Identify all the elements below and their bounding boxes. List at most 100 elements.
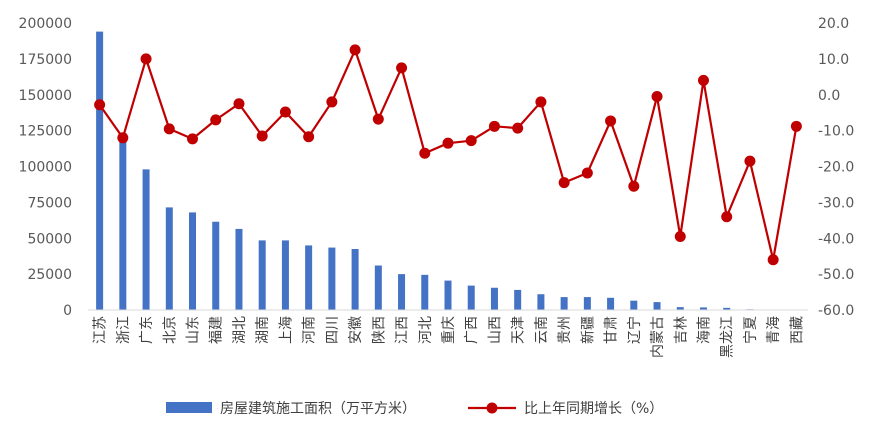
x-tick-label: 黑龙江	[720, 316, 736, 358]
bar	[653, 302, 661, 310]
x-tick-label: 湖南	[255, 316, 271, 344]
bar	[374, 265, 382, 310]
x-tick-label: 湖北	[232, 316, 248, 344]
x-tick-label: 天津	[511, 316, 527, 344]
line-point	[535, 96, 547, 108]
bar	[351, 249, 359, 310]
x-tick-label: 四川	[325, 316, 341, 344]
bar	[537, 294, 545, 310]
y-right-tick-label: -40.0	[818, 231, 854, 247]
legend-label-bar: 房屋建筑施工面积（万平方米）	[220, 401, 416, 417]
y-right-tick-label: -60.0	[818, 303, 854, 319]
x-tick-label: 广东	[139, 316, 155, 344]
line-point	[628, 180, 640, 192]
x-tick-label: 江苏	[93, 316, 109, 344]
line-point	[372, 113, 384, 125]
line-point	[256, 130, 268, 142]
y-left-tick-label: 75000	[27, 195, 72, 211]
bar	[281, 240, 289, 310]
line-point	[233, 98, 245, 110]
x-tick-label: 北京	[162, 316, 178, 344]
x-tick-label: 广西	[464, 316, 480, 344]
line-point	[140, 53, 152, 65]
x-tick-label: 宁夏	[742, 316, 759, 344]
legend-swatch-bar	[166, 402, 212, 413]
line-point	[279, 106, 291, 118]
line-point	[396, 62, 408, 74]
x-tick-label: 陕西	[371, 316, 387, 344]
legend-label-line: 比上年同期增长（%）	[524, 401, 663, 417]
bar	[583, 297, 591, 310]
x-tick-label: 辽宁	[626, 316, 643, 344]
x-tick-label: 西藏	[789, 316, 805, 344]
bar	[723, 307, 731, 310]
x-tick-label: 山东	[186, 316, 202, 344]
axes: 0 25000 50000 75000 100000 125000 150000 175000…	[19, 16, 855, 358]
bar	[467, 285, 475, 310]
line-point	[349, 44, 361, 56]
bar	[212, 221, 220, 310]
y-right-tick-label: 20.0	[818, 16, 849, 32]
x-tick-label: 河南	[302, 316, 318, 344]
bar	[189, 212, 197, 310]
y-right-tick-label: -50.0	[818, 267, 854, 283]
bar	[630, 300, 638, 310]
bar	[490, 287, 498, 310]
x-tick-label: 山西	[487, 316, 503, 344]
x-tick-label: 江西	[395, 316, 411, 344]
y-right-tick-label: 10.0	[818, 52, 849, 68]
line-point	[303, 131, 315, 143]
line-point	[605, 115, 617, 127]
line-point	[94, 99, 106, 111]
line-point	[767, 254, 779, 266]
line-point	[465, 135, 477, 147]
line-point	[326, 96, 338, 108]
line-point	[512, 122, 524, 134]
bar	[514, 289, 522, 310]
bar	[421, 274, 429, 310]
y-right-tick-label: -20.0	[818, 160, 854, 176]
bar	[607, 297, 615, 310]
bar	[258, 240, 266, 310]
x-tick-label: 甘肃	[604, 316, 620, 344]
bar	[699, 307, 707, 310]
line-point	[210, 114, 222, 126]
x-tick-label: 福建	[209, 316, 225, 344]
growth-line	[98, 48, 798, 261]
line-point	[117, 132, 129, 144]
x-tick-label: 云南	[534, 316, 550, 344]
bar	[560, 297, 568, 310]
line-point	[674, 230, 686, 242]
bar	[676, 307, 684, 310]
line-series	[94, 44, 802, 266]
line-point	[790, 120, 802, 132]
x-tick-label: 青海	[766, 316, 782, 344]
x-tick-label: 安徽	[348, 316, 364, 344]
y-right-tick-label: -10.0	[818, 124, 854, 140]
y-right-tick-label: 0.0	[818, 88, 840, 104]
line-point	[581, 167, 593, 179]
x-tick-label: 内蒙古	[650, 316, 666, 358]
bar-series	[96, 31, 800, 311]
x-tick-label: 新疆	[580, 316, 596, 344]
y-left-tick-label: 125000	[19, 124, 72, 140]
bar	[142, 169, 150, 310]
x-tick-label: 重庆	[441, 316, 457, 344]
y-left-tick-label: 150000	[19, 88, 72, 104]
x-tick-label: 吉林	[673, 316, 689, 344]
x-tick-label: 贵州	[557, 316, 573, 344]
x-tick-label: 海南	[696, 316, 712, 344]
y-left-tick-label: 0	[63, 303, 72, 319]
x-tick-label: 河北	[418, 316, 434, 344]
x-tick-label: 上海	[278, 316, 294, 344]
line-point	[697, 74, 709, 86]
y-left-tick-label: 50000	[27, 231, 72, 247]
bar	[444, 280, 452, 310]
y-right-tick-label: -30.0	[818, 195, 854, 211]
line-point	[187, 133, 199, 145]
y-left-tick-label: 200000	[19, 16, 72, 32]
line-point	[651, 91, 663, 103]
bar	[235, 228, 243, 310]
bar	[165, 207, 173, 310]
